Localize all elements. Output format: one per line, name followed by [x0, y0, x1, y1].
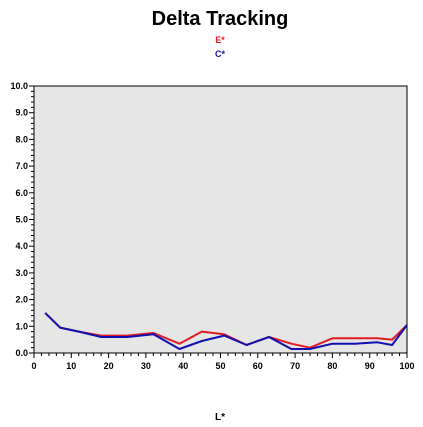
x-tick-label: 90: [365, 361, 375, 371]
y-tick-label: 1.0: [15, 321, 28, 331]
series-line-c: [44, 312, 408, 350]
x-tick-label: 80: [327, 361, 337, 371]
x-tick-label: 0: [31, 361, 36, 371]
y-tick-label: 10.0: [10, 81, 28, 91]
legend-entry-c: C*: [215, 49, 225, 59]
y-tick-label: 7.0: [15, 161, 28, 171]
y-tick-label: 2.0: [15, 295, 28, 305]
x-axis-label: L*: [215, 412, 225, 423]
x-tick-label: 70: [290, 361, 300, 371]
y-tick-label: 9.0: [15, 108, 28, 118]
y-tick-label: 8.0: [15, 134, 28, 144]
series-layer: [44, 312, 408, 350]
x-tick-label: 10: [66, 361, 76, 371]
x-axis: 0 10 20 30 40 50 60 70 80 90 100: [31, 353, 415, 371]
y-axis: 0.0 1.0 2.0 3.0 4.0 5.0 6.0 7.0 8.0 9.0 10.0: [10, 81, 34, 358]
chart-title: Delta Tracking: [152, 8, 289, 30]
x-tick-label: 60: [253, 361, 263, 371]
y-tick-label: 0.0: [15, 348, 28, 358]
plot-area: [33, 85, 408, 354]
y-tick-label: 3.0: [15, 268, 28, 278]
x-tick-label: 40: [178, 361, 188, 371]
y-tick-label: 4.0: [15, 241, 28, 251]
legend-entry-e: E*: [215, 35, 225, 45]
x-tick-label: 20: [104, 361, 114, 371]
y-tick-label: 5.0: [15, 215, 28, 225]
y-tick-label: 6.0: [15, 188, 28, 198]
x-tick-label: 50: [215, 361, 225, 371]
x-tick-label: 100: [399, 361, 414, 371]
x-tick-label: 30: [141, 361, 151, 371]
legend: E* C*: [215, 35, 225, 59]
